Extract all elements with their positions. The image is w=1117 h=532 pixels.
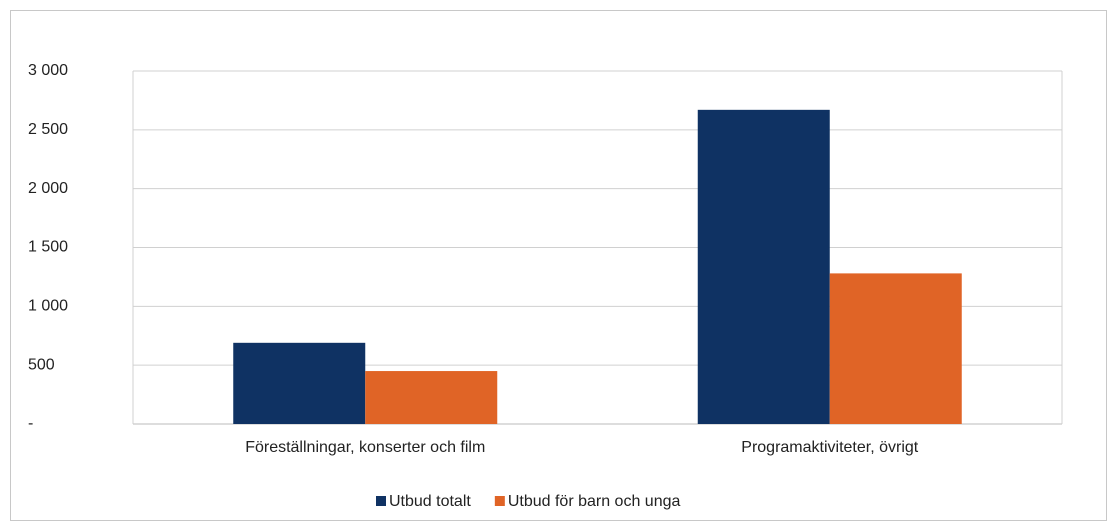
x-tick-label: Föreställningar, konserter och film bbox=[245, 439, 486, 456]
y-tick-label: 3 000 bbox=[28, 62, 68, 79]
chart-border bbox=[10, 10, 1107, 521]
y-tick-label: 500 bbox=[28, 356, 55, 373]
bar bbox=[233, 342, 366, 424]
bar bbox=[365, 371, 498, 424]
y-tick-label: 1 000 bbox=[28, 298, 68, 315]
y-tick-label: 2 000 bbox=[28, 180, 68, 197]
x-tick-label: Programaktiviteter, övrigt bbox=[741, 439, 919, 456]
y-tick-label: 1 500 bbox=[28, 239, 68, 256]
bar bbox=[829, 273, 962, 424]
legend-label: Utbud för barn och unga bbox=[508, 493, 681, 510]
legend-label: Utbud totalt bbox=[389, 493, 471, 510]
y-tick-label: 2 500 bbox=[28, 121, 68, 138]
legend-swatch bbox=[376, 496, 386, 506]
legend-swatch bbox=[494, 496, 505, 506]
y-tick-label: - bbox=[28, 415, 33, 432]
bar bbox=[697, 109, 830, 424]
